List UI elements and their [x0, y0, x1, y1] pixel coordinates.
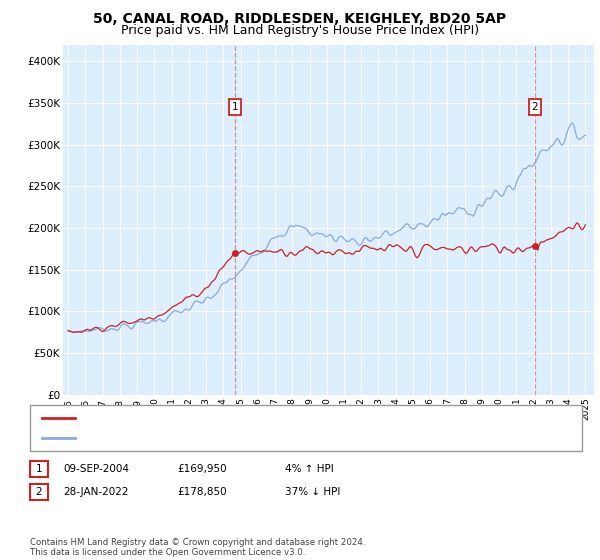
Text: HPI: Average price, detached house, Bradford: HPI: Average price, detached house, Brad… [81, 433, 304, 443]
Text: £169,950: £169,950 [177, 464, 227, 474]
Text: 4% ↑ HPI: 4% ↑ HPI [285, 464, 334, 474]
Text: Price paid vs. HM Land Registry's House Price Index (HPI): Price paid vs. HM Land Registry's House … [121, 24, 479, 37]
Text: 50, CANAL ROAD, RIDDLESDEN, KEIGHLEY, BD20 5AP: 50, CANAL ROAD, RIDDLESDEN, KEIGHLEY, BD… [94, 12, 506, 26]
Text: £178,850: £178,850 [177, 487, 227, 497]
Text: 09-SEP-2004: 09-SEP-2004 [63, 464, 129, 474]
Text: 1: 1 [232, 102, 239, 113]
Text: 37% ↓ HPI: 37% ↓ HPI [285, 487, 340, 497]
Text: 2: 2 [532, 102, 538, 113]
Text: 1: 1 [35, 464, 43, 474]
Text: 2: 2 [35, 487, 43, 497]
Text: Contains HM Land Registry data © Crown copyright and database right 2024.
This d: Contains HM Land Registry data © Crown c… [30, 538, 365, 557]
Text: 28-JAN-2022: 28-JAN-2022 [63, 487, 128, 497]
Text: 50, CANAL ROAD, RIDDLESDEN, KEIGHLEY, BD20 5AP (detached house): 50, CANAL ROAD, RIDDLESDEN, KEIGHLEY, BD… [81, 413, 433, 423]
